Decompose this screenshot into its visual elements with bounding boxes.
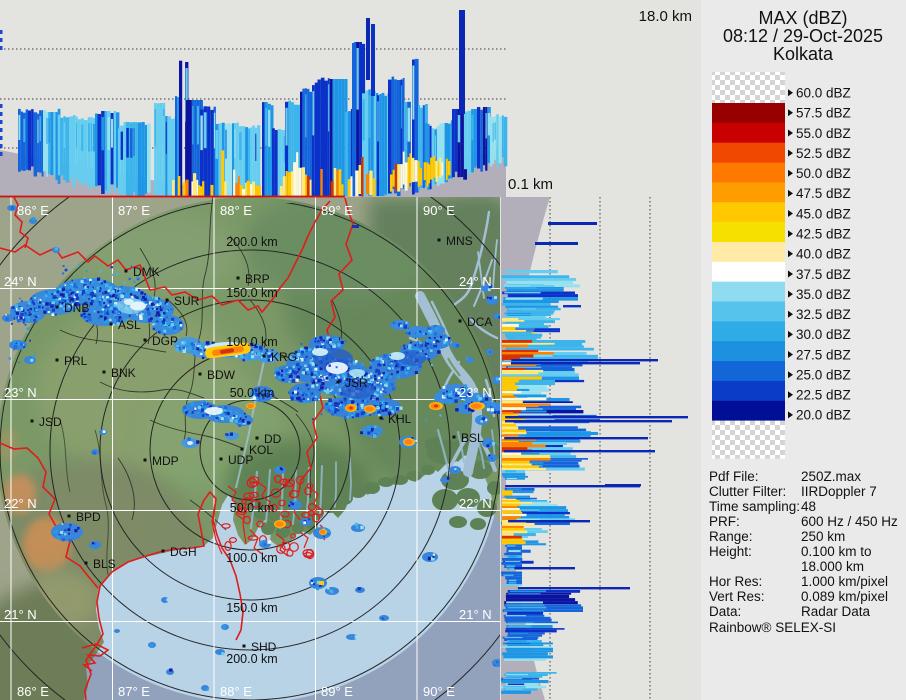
svg-text:Data:: Data:: [709, 604, 741, 619]
svg-text:JSR: JSR: [345, 376, 368, 390]
svg-text:BNK: BNK: [111, 366, 136, 380]
svg-text:37.5 dBZ: 37.5 dBZ: [796, 267, 851, 282]
svg-text:600 Hz / 450 Hz: 600 Hz / 450 Hz: [801, 514, 898, 529]
svg-text:Hor Res:: Hor Res:: [709, 574, 762, 589]
svg-text:BLS: BLS: [93, 557, 116, 571]
svg-text:25.0 dBZ: 25.0 dBZ: [796, 368, 851, 383]
svg-text:BDW: BDW: [207, 368, 236, 382]
svg-text:KRG: KRG: [271, 350, 297, 364]
svg-text:18.0 km: 18.0 km: [639, 8, 692, 25]
svg-text:BSL: BSL: [461, 431, 484, 445]
svg-text:90° E: 90° E: [423, 203, 455, 218]
svg-text:250Z.max: 250Z.max: [801, 469, 861, 484]
svg-text:ASL: ASL: [118, 318, 141, 332]
svg-text:57.5 dBZ: 57.5 dBZ: [796, 106, 851, 121]
svg-text:0.089 km/pixel: 0.089 km/pixel: [801, 589, 888, 604]
svg-text:Height:: Height:: [709, 544, 752, 559]
svg-text:22° N: 22° N: [459, 496, 492, 511]
svg-text:100.0 km: 100.0 km: [226, 335, 277, 349]
svg-text:24° N: 24° N: [459, 274, 492, 289]
svg-text:Kolkata: Kolkata: [773, 44, 834, 64]
svg-text:88° E: 88° E: [220, 203, 252, 218]
svg-text:IIRDoppler 7: IIRDoppler 7: [801, 484, 877, 499]
svg-text:23° N: 23° N: [459, 385, 492, 400]
svg-text:50.0 km: 50.0 km: [230, 501, 274, 515]
svg-text:JSD: JSD: [39, 415, 62, 429]
svg-text:DGH: DGH: [170, 545, 197, 559]
svg-text:87° E: 87° E: [118, 203, 150, 218]
svg-text:18.000 km: 18.000 km: [801, 559, 864, 574]
svg-text:SUR: SUR: [174, 294, 200, 308]
svg-text:Rainbow® SELEX-SI: Rainbow® SELEX-SI: [709, 620, 836, 635]
svg-text:1.000 km/pixel: 1.000 km/pixel: [801, 574, 888, 589]
svg-text:86° E: 86° E: [17, 684, 49, 699]
svg-text:PRL: PRL: [64, 354, 88, 368]
svg-text:86° E: 86° E: [17, 203, 49, 218]
svg-text:50.0 dBZ: 50.0 dBZ: [796, 166, 851, 181]
svg-text:20.0 dBZ: 20.0 dBZ: [796, 408, 851, 423]
svg-text:150.0 km: 150.0 km: [226, 286, 277, 300]
svg-text:22.5 dBZ: 22.5 dBZ: [796, 388, 851, 403]
svg-text:200.0 km: 200.0 km: [226, 652, 277, 666]
svg-text:100.0 km: 100.0 km: [226, 551, 277, 565]
svg-text:30.0 dBZ: 30.0 dBZ: [796, 327, 851, 342]
svg-text:48: 48: [801, 499, 816, 514]
svg-text:88° E: 88° E: [220, 684, 252, 699]
svg-text:42.5 dBZ: 42.5 dBZ: [796, 227, 851, 242]
svg-text:MAX (dBZ): MAX (dBZ): [758, 8, 847, 28]
svg-text:Range:: Range:: [709, 529, 753, 544]
svg-text:89° E: 89° E: [321, 684, 353, 699]
svg-text:250 km: 250 km: [801, 529, 845, 544]
svg-text:08:12 / 29-Oct-2025: 08:12 / 29-Oct-2025: [723, 26, 883, 46]
svg-text:32.5 dBZ: 32.5 dBZ: [796, 307, 851, 322]
svg-text:KOL: KOL: [249, 443, 273, 457]
svg-text:23° N: 23° N: [4, 385, 37, 400]
svg-text:SHD: SHD: [251, 640, 277, 654]
svg-text:200.0 km: 200.0 km: [226, 235, 277, 249]
svg-text:Radar Data: Radar Data: [801, 604, 871, 619]
svg-text:22° N: 22° N: [4, 496, 37, 511]
svg-text:89° E: 89° E: [321, 203, 353, 218]
svg-text:24° N: 24° N: [4, 274, 37, 289]
svg-text:DD: DD: [264, 432, 282, 446]
svg-text:150.0 km: 150.0 km: [226, 601, 277, 615]
svg-text:47.5 dBZ: 47.5 dBZ: [796, 186, 851, 201]
svg-text:DMK: DMK: [133, 265, 160, 279]
svg-text:52.5 dBZ: 52.5 dBZ: [796, 146, 851, 161]
svg-text:DGP: DGP: [152, 334, 178, 348]
svg-text:KHL: KHL: [388, 412, 412, 426]
svg-text:MDP: MDP: [152, 454, 179, 468]
svg-text:55.0 dBZ: 55.0 dBZ: [796, 126, 851, 141]
svg-text:90° E: 90° E: [423, 684, 455, 699]
svg-text:21° N: 21° N: [4, 607, 37, 622]
svg-text:Vert Res:: Vert Res:: [709, 589, 765, 604]
svg-text:45.0 dBZ: 45.0 dBZ: [796, 206, 851, 221]
svg-text:DCA: DCA: [467, 315, 492, 329]
svg-text:40.0 dBZ: 40.0 dBZ: [796, 247, 851, 262]
svg-text:Pdf File:: Pdf File:: [709, 469, 759, 484]
svg-text:PRF:: PRF:: [709, 514, 740, 529]
svg-text:60.0 dBZ: 60.0 dBZ: [796, 86, 851, 101]
svg-text:21° N: 21° N: [459, 607, 492, 622]
svg-text:87° E: 87° E: [118, 684, 150, 699]
svg-text:Time sampling:: Time sampling:: [709, 499, 800, 514]
svg-text:DNB: DNB: [64, 301, 89, 315]
svg-text:BPD: BPD: [76, 510, 101, 524]
svg-text:50.0 km: 50.0 km: [230, 386, 274, 400]
svg-text:UDP: UDP: [228, 453, 253, 467]
svg-text:MNS: MNS: [446, 234, 473, 248]
svg-text:BRP: BRP: [245, 272, 270, 286]
svg-text:35.0 dBZ: 35.0 dBZ: [796, 287, 851, 302]
svg-text:0.100 km to: 0.100 km to: [801, 544, 872, 559]
svg-text:0.1 km: 0.1 km: [508, 176, 553, 193]
svg-text:27.5 dBZ: 27.5 dBZ: [796, 347, 851, 362]
svg-text:Clutter Filter:: Clutter Filter:: [709, 484, 786, 499]
